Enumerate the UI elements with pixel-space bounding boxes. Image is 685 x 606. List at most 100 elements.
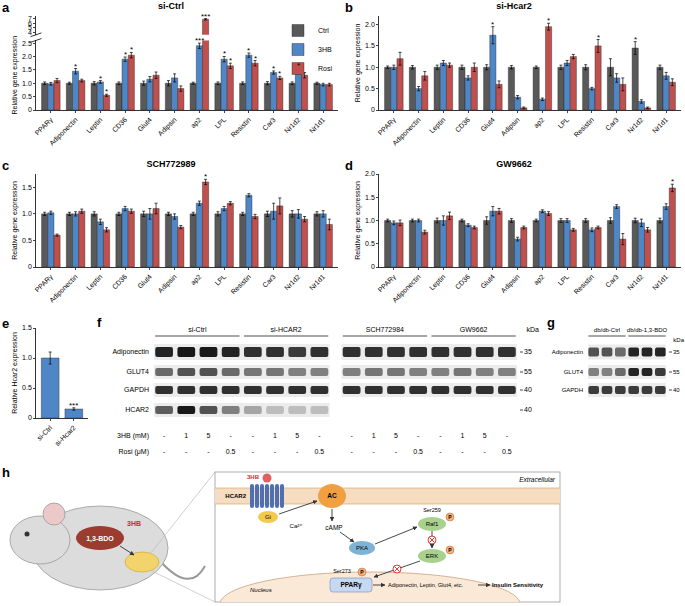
svg-text:-: - <box>417 432 420 439</box>
svg-text:Resistin: Resistin <box>230 273 253 296</box>
svg-text:Nr1d1: Nr1d1 <box>308 273 327 292</box>
svg-text:***: *** <box>201 12 210 21</box>
svg-text:PPARγ: PPARγ <box>340 581 362 589</box>
svg-text:PPARγ: PPARγ <box>376 116 398 138</box>
svg-text:Nucleus: Nucleus <box>250 587 272 593</box>
svg-text:Relative gene expression: Relative gene expression <box>11 181 19 260</box>
svg-text:Adiponectin: Adiponectin <box>48 273 80 305</box>
svg-text:1: 1 <box>461 432 465 439</box>
svg-text:Extracellular: Extracellular <box>519 476 556 483</box>
svg-text:*: * <box>223 49 226 58</box>
svg-text:si-Hcar2: si-Hcar2 <box>496 1 532 11</box>
svg-text:Resistin: Resistin <box>573 273 596 296</box>
svg-text:Relative gene expression: Relative gene expression <box>354 181 362 260</box>
svg-text:40: 40 <box>524 386 532 393</box>
svg-text:Car3: Car3 <box>604 273 620 289</box>
svg-text:Resistin: Resistin <box>230 116 253 139</box>
svg-text:LPL: LPL <box>214 116 228 130</box>
svg-text:db/db-Ctrl: db/db-Ctrl <box>594 327 620 333</box>
svg-text:CD36: CD36 <box>111 273 129 291</box>
svg-text:*: * <box>547 16 550 25</box>
svg-text:-: - <box>185 448 188 455</box>
svg-text:0.5: 0.5 <box>22 237 32 244</box>
svg-text:GAPDH: GAPDH <box>562 387 583 393</box>
svg-text:0.5: 0.5 <box>502 448 512 455</box>
svg-text:Relative gene expression: Relative gene expression <box>354 24 362 103</box>
svg-text:HCAR2: HCAR2 <box>225 493 246 499</box>
svg-text:Glut4: Glut4 <box>136 273 153 290</box>
svg-text:-: - <box>274 448 277 455</box>
svg-text:Glut4: Glut4 <box>479 116 496 133</box>
svg-text:1.0: 1.0 <box>365 64 375 71</box>
svg-text:Adipsin: Adipsin <box>157 116 179 138</box>
svg-text:si-Ctrl: si-Ctrl <box>158 1 184 11</box>
svg-text:Relative Hcar2 expression: Relative Hcar2 expression <box>11 332 19 414</box>
svg-text:Nr1d2: Nr1d2 <box>283 116 302 135</box>
svg-text:Nr1d1: Nr1d1 <box>651 116 670 135</box>
svg-text:Nr1d2: Nr1d2 <box>626 273 645 292</box>
svg-text:2.0: 2.0 <box>365 21 375 28</box>
svg-text:PPARγ: PPARγ <box>33 116 55 138</box>
svg-text:Ctrl: Ctrl <box>318 27 329 34</box>
svg-text:0: 0 <box>28 106 32 113</box>
svg-text:2.5: 2.5 <box>22 40 32 47</box>
svg-text:1: 1 <box>184 432 188 439</box>
svg-text:PPARγ: PPARγ <box>33 273 55 295</box>
svg-text:db/db-1,3-BDO: db/db-1,3-BDO <box>627 327 668 333</box>
svg-text:Nr1d1: Nr1d1 <box>308 116 327 135</box>
svg-text:40: 40 <box>524 406 532 413</box>
svg-text:Ser259: Ser259 <box>423 507 441 513</box>
svg-text:*: * <box>204 172 207 181</box>
svg-text:***: *** <box>69 401 78 410</box>
svg-text:HCAR2: HCAR2 <box>125 406 149 413</box>
svg-text:0.5: 0.5 <box>22 93 32 100</box>
svg-text:Glut4: Glut4 <box>479 273 496 290</box>
svg-text:-: - <box>318 432 321 439</box>
svg-text:GW9662: GW9662 <box>460 326 488 333</box>
svg-text:ERK: ERK <box>426 553 438 559</box>
svg-text:Adiponectin: Adiponectin <box>391 116 423 148</box>
svg-text:PPARγ: PPARγ <box>376 273 398 295</box>
svg-text:Car3: Car3 <box>604 116 620 132</box>
svg-text:0.5: 0.5 <box>413 448 423 455</box>
svg-text:-: - <box>350 448 353 455</box>
svg-text:-: - <box>506 432 509 439</box>
svg-text:ap2: ap2 <box>532 273 546 287</box>
svg-text:2.0: 2.0 <box>22 53 32 60</box>
svg-text:PKA: PKA <box>356 545 368 551</box>
svg-text:Insulin Sensitivity: Insulin Sensitivity <box>492 582 544 588</box>
svg-text:6: 6 <box>28 20 32 27</box>
svg-text:*: * <box>297 61 300 70</box>
svg-text:Glut4: Glut4 <box>136 116 153 133</box>
svg-text:Adiponectin: Adiponectin <box>112 348 149 356</box>
svg-text:Adipsin: Adipsin <box>500 273 522 295</box>
svg-text:*: * <box>229 56 232 65</box>
svg-text:3HB (mM): 3HB (mM) <box>117 432 149 440</box>
svg-text:SCH772989: SCH772989 <box>146 159 195 169</box>
svg-text:Nr1d2: Nr1d2 <box>283 273 302 292</box>
svg-text:-: - <box>439 432 442 439</box>
svg-text:0: 0 <box>28 414 32 421</box>
svg-text:5: 5 <box>295 432 299 439</box>
svg-text:si-Hcar2: si-Hcar2 <box>54 424 77 447</box>
svg-text:-: - <box>461 448 464 455</box>
svg-text:0: 0 <box>28 263 32 270</box>
svg-text:Leptin: Leptin <box>85 273 104 292</box>
svg-text:Adipsin: Adipsin <box>157 273 179 295</box>
svg-text:ap2: ap2 <box>189 273 203 287</box>
svg-text:Adiponectin, Leptin, Glut4, et: Adiponectin, Leptin, Glut4, etc. <box>388 582 463 588</box>
svg-text:2.0: 2.0 <box>365 170 375 177</box>
svg-text:-: - <box>484 448 487 455</box>
svg-text:-: - <box>229 432 232 439</box>
svg-text:Leptin: Leptin <box>428 273 447 292</box>
svg-text:CD36: CD36 <box>454 116 472 134</box>
svg-text:-: - <box>350 432 353 439</box>
svg-text:CD36: CD36 <box>454 273 472 291</box>
svg-text:*: * <box>105 87 108 96</box>
svg-text:Car3: Car3 <box>261 116 277 132</box>
svg-text:Relative gene expression: Relative gene expression <box>11 36 19 115</box>
svg-text:0: 0 <box>371 106 375 113</box>
svg-text:1.0: 1.0 <box>22 80 32 87</box>
svg-text:ap2: ap2 <box>189 116 203 130</box>
svg-text:40: 40 <box>673 387 680 393</box>
